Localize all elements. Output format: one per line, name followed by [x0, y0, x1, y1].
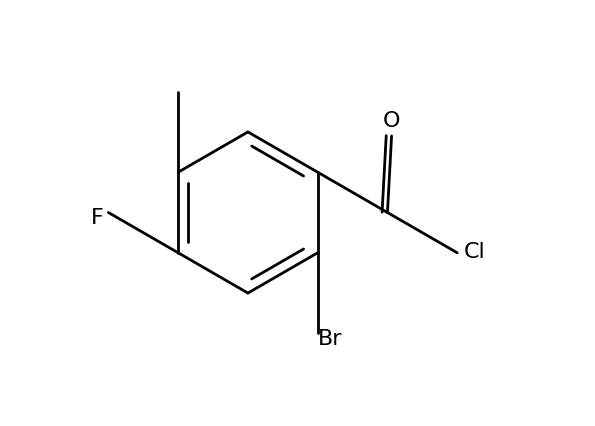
- Text: Cl: Cl: [464, 241, 486, 261]
- Text: F: F: [90, 208, 103, 228]
- Text: O: O: [383, 111, 400, 131]
- Text: Br: Br: [318, 328, 342, 348]
